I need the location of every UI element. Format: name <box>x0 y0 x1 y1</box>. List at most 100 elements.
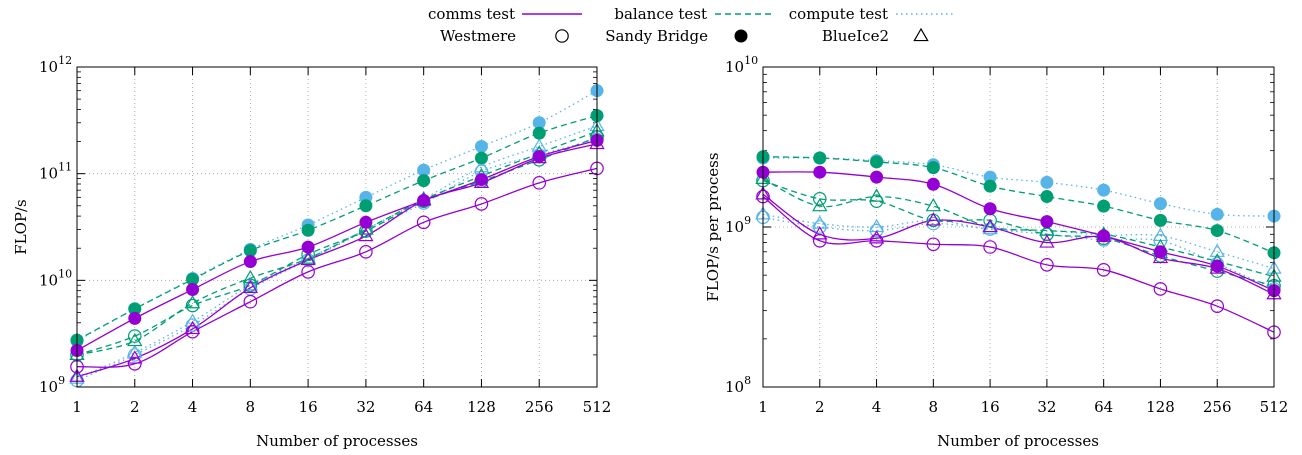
data-point-balance-sandy-bridge <box>128 302 142 316</box>
x-tick-label: 32 <box>356 398 375 416</box>
data-point-balance-sandy-bridge <box>474 151 488 165</box>
series-line-comms-sandy-bridge <box>762 171 1275 292</box>
series-line-comms-sandy-bridge <box>76 139 598 352</box>
data-point-comms-sandy-bridge <box>128 311 142 325</box>
x-tick-label: 64 <box>1094 398 1113 416</box>
data-point-comms-blueice2 <box>358 227 374 242</box>
data-point-comms-blueice2 <box>184 320 201 335</box>
data-point-comms-blueice2 <box>242 279 259 294</box>
legend-item-compute: compute test <box>789 5 956 23</box>
left-chart: 1 2 4 8 16 32 64 128 256 512 109 1010 1011 1012 Number… <box>12 54 611 450</box>
data-point-comms-sandy-bridge <box>926 177 940 191</box>
legend-item-comms: comms test <box>428 5 582 23</box>
data-point-comms-westmere <box>926 237 941 252</box>
legend-label: Westmere <box>440 27 516 45</box>
data-point-balance-blueice2 <box>812 197 828 212</box>
right-chart: 1 2 4 8 16 32 64 128 256 512 108 109 1010 Number of p… <box>704 54 1288 450</box>
y-tick-label: 1011 <box>39 161 72 183</box>
data-point-compute-westmere <box>983 222 997 236</box>
data-point-comms-blueice2 <box>925 212 942 226</box>
data-point-balance-sandy-bridge <box>983 179 997 193</box>
data-point-comms-sandy-bridge <box>1210 259 1224 273</box>
x-tick-label: 1 <box>72 398 82 416</box>
data-point-comms-westmere <box>1153 282 1168 296</box>
series-line-comms-westmere <box>762 196 1275 333</box>
x-tick-label: 8 <box>246 398 256 416</box>
y-tick-label: 1010 <box>725 54 758 76</box>
x-tick-label: 128 <box>467 398 496 416</box>
data-point-comms-westmere <box>185 324 200 339</box>
data-point-comms-sandy-bridge <box>1153 245 1167 259</box>
data-point-comms-sandy-bridge <box>1040 215 1054 229</box>
data-point-comms-westmere <box>983 240 997 254</box>
x-tick-label: 64 <box>414 398 433 416</box>
x-tick-label: 2 <box>130 398 140 416</box>
y-tick-labels: 109 1010 1011 1012 <box>39 54 72 396</box>
series-line-balance-westmere <box>76 136 598 356</box>
data-point-comms-sandy-bridge <box>813 165 827 179</box>
data-point-balance-sandy-bridge <box>186 272 200 286</box>
data-point-balance-blueice2 <box>300 250 316 264</box>
data-point-compute-westmere <box>127 348 142 362</box>
legend: comms test balance test compute test Westme… <box>428 5 956 45</box>
data-point-compute-sandy-bridge <box>1097 183 1111 197</box>
legend-item-sandy-bridge: Sandy Bridge <box>605 27 748 45</box>
data-point-comms-westmere <box>1096 263 1111 277</box>
x-tick-labels: 1 2 4 8 16 32 64 128 256 512 <box>758 398 1288 416</box>
data-point-compute-sandy-bridge <box>532 116 546 130</box>
series-line-balance-westmere <box>762 179 1275 287</box>
data-point-comms-sandy-bridge <box>417 194 431 208</box>
legend-label: comms test <box>428 5 515 23</box>
x-tick-label: 1 <box>758 398 768 416</box>
x-tick-label: 8 <box>929 398 939 416</box>
data-point-comms-sandy-bridge <box>359 215 373 229</box>
legend-marker-sandy-bridge <box>734 29 748 43</box>
legend-label: Sandy Bridge <box>605 27 708 45</box>
data-point-balance-sandy-bridge <box>870 155 884 169</box>
data-point-comms-blueice2 <box>1039 234 1055 248</box>
data-point-balance-westmere <box>812 192 827 206</box>
data-point-compute-blueice2 <box>1209 243 1225 257</box>
x-tick-label: 2 <box>815 398 825 416</box>
legend-label: balance test <box>614 5 707 23</box>
series-line-compute-sandy-bridge <box>76 90 598 342</box>
series-line-compute-blueice2 <box>76 125 598 380</box>
axis-ticks <box>76 66 598 388</box>
y-tick-label: 108 <box>725 374 751 396</box>
data-point-comms-blueice2 <box>812 226 828 240</box>
series-line-comms-westmere <box>76 167 598 368</box>
series-line-compute-westmere <box>76 138 598 382</box>
x-tick-label: 256 <box>525 398 554 416</box>
series-line-balance-blueice2 <box>762 178 1275 278</box>
data-point-compute-westmere <box>812 220 827 234</box>
data-point-compute-sandy-bridge <box>474 139 488 153</box>
x-tick-label: 16 <box>981 398 1000 416</box>
data-point-comms-sandy-bridge <box>186 283 200 297</box>
series-markers <box>755 150 1282 340</box>
series-line-compute-westmere <box>762 216 1275 290</box>
y-tick-label: 109 <box>725 214 751 236</box>
x-tick-label: 4 <box>872 398 882 416</box>
series-line-compute-blueice2 <box>762 213 1275 270</box>
data-point-comms-westmere <box>869 233 884 248</box>
series-line-comms-blueice2 <box>762 193 1275 295</box>
data-point-balance-sandy-bridge <box>243 244 257 258</box>
data-point-comms-westmere <box>243 294 258 309</box>
data-point-balance-sandy-bridge <box>532 126 546 140</box>
data-point-comms-westmere <box>416 215 431 230</box>
legend-label: compute test <box>789 5 888 23</box>
series-lines <box>76 90 598 382</box>
data-point-balance-westmere <box>869 194 884 208</box>
data-point-comms-sandy-bridge <box>301 240 315 254</box>
y-tick-label: 1010 <box>39 267 72 289</box>
data-point-comms-sandy-bridge <box>1097 229 1111 243</box>
data-point-comms-sandy-bridge <box>532 149 546 163</box>
data-point-comms-westmere <box>127 357 142 371</box>
data-point-balance-sandy-bridge <box>1153 213 1167 227</box>
data-point-balance-sandy-bridge <box>301 223 315 237</box>
x-axis-label: Number of processes <box>937 432 1099 450</box>
data-point-compute-sandy-bridge <box>1210 207 1224 221</box>
data-point-balance-blueice2 <box>184 295 201 309</box>
series-line-balance-sandy-bridge <box>76 115 598 341</box>
